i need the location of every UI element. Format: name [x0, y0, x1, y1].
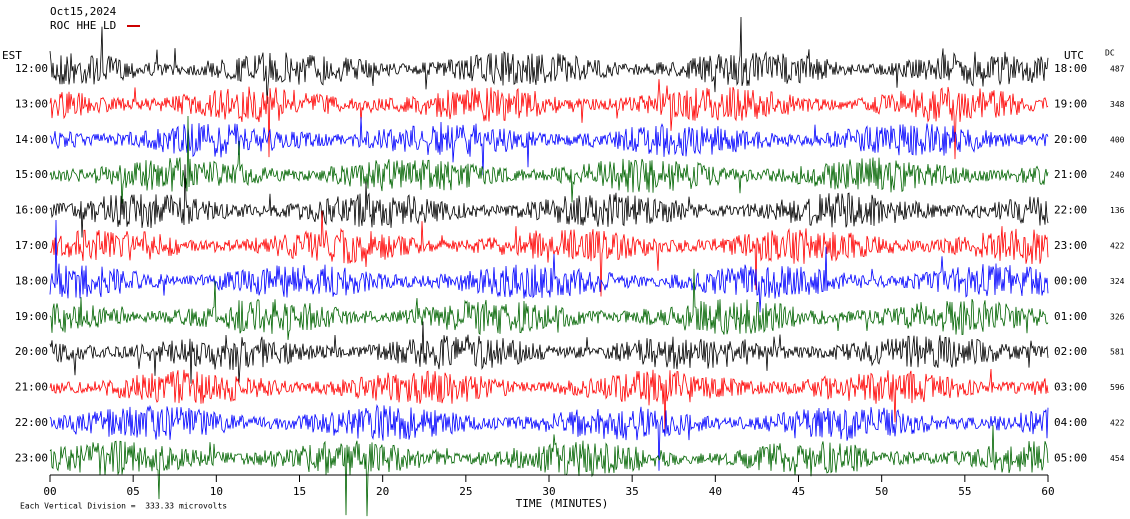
- dc-title: DC: [1105, 49, 1115, 58]
- x-tick-label: 45: [792, 485, 805, 498]
- utc-title: UTC: [1064, 49, 1084, 62]
- trace: [49, 219, 1049, 313]
- dc-value: 422: [1110, 419, 1125, 428]
- x-tick-label: 20: [376, 485, 389, 498]
- trace: [49, 268, 1049, 340]
- x-tick-label: 55: [958, 485, 971, 498]
- x-tick-label: 00: [43, 485, 56, 498]
- trace: [49, 115, 1049, 204]
- x-tick-label: 15: [293, 485, 306, 498]
- trace: [49, 164, 1049, 238]
- dc-value: 240: [1110, 171, 1125, 180]
- est-label: 19:00: [15, 310, 48, 323]
- est-label: 18:00: [15, 274, 48, 287]
- utc-label: 00:00: [1054, 274, 1087, 287]
- est-label: 21:00: [15, 381, 48, 394]
- trace: [49, 425, 1049, 517]
- utc-label: 23:00: [1054, 239, 1087, 252]
- dc-value: 136: [1110, 206, 1125, 215]
- trace: [49, 403, 1049, 471]
- est-label: 14:00: [15, 133, 48, 146]
- dc-value: 422: [1110, 242, 1125, 251]
- x-tick-label: 10: [210, 485, 223, 498]
- x-axis-title: TIME (MINUTES): [516, 497, 609, 510]
- est-label: 12:00: [15, 62, 48, 75]
- utc-label: 02:00: [1054, 345, 1087, 358]
- trace: [49, 116, 1049, 176]
- x-tick-label: 30: [542, 485, 555, 498]
- est-title: EST: [2, 49, 22, 62]
- dc-value: 487: [1110, 65, 1125, 74]
- x-tick-label: 05: [127, 485, 140, 498]
- utc-label: 18:00: [1054, 62, 1087, 75]
- dc-value: 400: [1110, 135, 1125, 144]
- utc-label: 03:00: [1054, 381, 1087, 394]
- utc-label: 01:00: [1054, 310, 1087, 323]
- footer-note: Each Vertical Division = 333.33 microvol…: [20, 502, 227, 511]
- x-tick-label: 50: [875, 485, 888, 498]
- est-label: 23:00: [15, 451, 48, 464]
- traces: [49, 16, 1049, 517]
- dc-value: 326: [1110, 312, 1125, 321]
- trace: [49, 210, 1049, 297]
- est-label: 22:00: [15, 416, 48, 429]
- utc-label: 20:00: [1054, 133, 1087, 146]
- utc-label: 05:00: [1054, 451, 1087, 464]
- est-label: 17:00: [15, 239, 48, 252]
- dc-value: 581: [1110, 348, 1125, 357]
- dc-value: 454: [1110, 454, 1125, 463]
- trace: [49, 368, 1049, 435]
- dc-value: 348: [1110, 100, 1125, 109]
- est-label: 20:00: [15, 345, 48, 358]
- utc-label: 21:00: [1054, 168, 1087, 181]
- utc-label: 22:00: [1054, 204, 1087, 217]
- trace: [49, 16, 1049, 104]
- est-label: 16:00: [15, 204, 48, 217]
- est-label: 15:00: [15, 168, 48, 181]
- station: ROC HHE LD: [50, 19, 116, 32]
- dc-value: 324: [1110, 277, 1125, 286]
- dc-value: 596: [1110, 383, 1125, 392]
- trace: [49, 79, 1049, 160]
- x-tick-label: 35: [626, 485, 639, 498]
- x-tick-label: 25: [459, 485, 472, 498]
- utc-label: 04:00: [1054, 416, 1087, 429]
- x-tick-label: 40: [709, 485, 722, 498]
- est-label: 13:00: [15, 97, 48, 110]
- date: Oct15,2024: [50, 5, 117, 18]
- trace: [49, 321, 1049, 384]
- x-tick-label: 60: [1041, 485, 1054, 498]
- utc-label: 19:00: [1054, 97, 1087, 110]
